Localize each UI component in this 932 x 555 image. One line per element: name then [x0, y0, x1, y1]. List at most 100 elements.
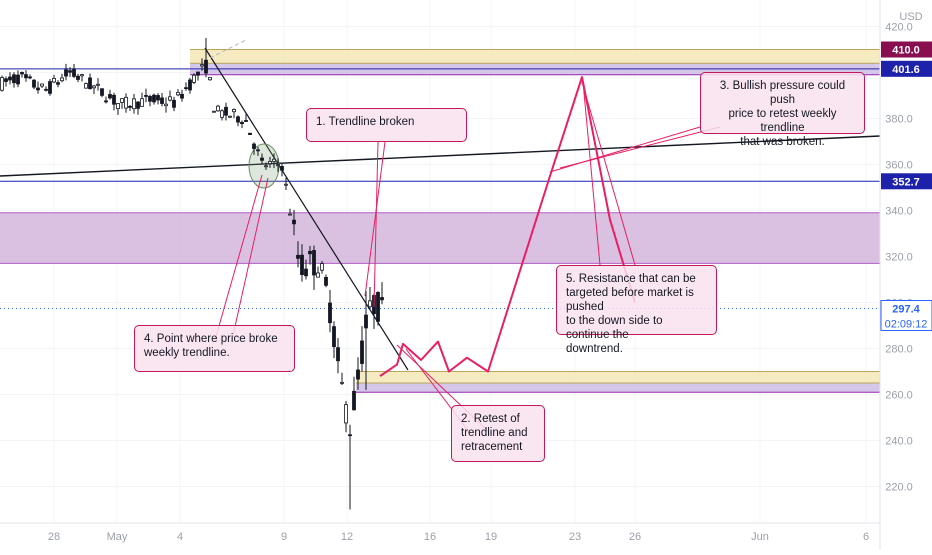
candle-body: [152, 94, 156, 103]
zone-4: [356, 383, 880, 393]
candle-body: [352, 390, 356, 411]
y-tick-label: 320.0: [885, 252, 913, 264]
candle-body: [156, 95, 160, 101]
price-label: 401.6: [892, 64, 920, 76]
candle-body: [280, 166, 284, 171]
price-label: 410.0: [892, 45, 920, 57]
candle-body: [308, 250, 312, 255]
candle-body: [256, 149, 260, 152]
x-tick-label: 12: [341, 531, 353, 543]
price-label-box: [881, 41, 932, 58]
candle-body: [288, 213, 292, 216]
candle-body: [176, 92, 180, 96]
countdown-label: 02:09:12: [885, 318, 928, 330]
candle-body: [200, 64, 204, 67]
y-tick-label: 360.0: [885, 160, 913, 172]
candle-body: [264, 165, 268, 168]
candle-body: [192, 74, 196, 83]
candle-body: [80, 74, 84, 77]
callout-pointer: [231, 177, 269, 341]
price-label-box: [881, 173, 932, 190]
candle-body: [100, 88, 104, 96]
y-tick-label: 240.0: [885, 436, 913, 448]
candle-body: [168, 96, 172, 101]
candle-body: [340, 381, 344, 384]
x-tick-label: 23: [569, 531, 581, 543]
x-tick-label: 28: [48, 531, 60, 543]
candle-body: [300, 254, 304, 276]
candle-body: [212, 110, 216, 113]
zone-3: [356, 371, 880, 383]
candle-body: [164, 103, 168, 107]
callout-pointer: [364, 141, 386, 297]
candle-body: [364, 314, 368, 329]
y-tick-label: 260.0: [885, 390, 913, 402]
candle-body: [316, 272, 320, 278]
candle-body: [272, 158, 276, 162]
candle-body: [356, 369, 360, 380]
candle-body: [76, 75, 80, 80]
note-retest: 2. Retest of trendline and retracement: [451, 405, 545, 462]
x-tick-label: 9: [281, 531, 287, 543]
y-tick-label: 280.0: [885, 344, 913, 356]
candle-body: [116, 103, 120, 109]
candle-body: [108, 94, 112, 99]
weekly-trendline: [0, 135, 881, 177]
price-label-box: [880, 299, 932, 331]
candle-body: [320, 263, 324, 271]
callout-pointer: [581, 81, 636, 266]
candle-body: [344, 404, 348, 424]
candle-body: [228, 115, 232, 118]
candle-body: [96, 83, 100, 86]
candle-body: [184, 87, 188, 90]
projected-path: [379, 76, 636, 377]
callout-pointer: [559, 126, 721, 169]
candle-body: [236, 116, 240, 123]
callout-pointer: [214, 174, 263, 341]
candle-body: [52, 78, 56, 83]
candle-body: [12, 74, 16, 84]
candle-body: [332, 326, 336, 348]
candle-body: [64, 69, 68, 77]
candle-body: [260, 157, 264, 161]
candle-body: [208, 76, 212, 81]
candle-body: [32, 79, 36, 88]
candle-body: [284, 183, 288, 186]
candle-body: [60, 77, 64, 82]
y-tick-label: 420.0: [885, 22, 913, 34]
candle-body: [172, 99, 176, 108]
currency-label: USD: [899, 11, 922, 23]
note-weekly-break: 4. Point where price broke weekly trendl…: [134, 325, 295, 372]
candle-body: [348, 434, 352, 437]
zone-0: [190, 49, 880, 64]
note-trendline-broken: 1. Trendline broken: [306, 108, 467, 142]
candle-body: [40, 83, 44, 87]
candle-body: [336, 347, 340, 362]
candle-body: [124, 96, 128, 109]
candle-body: [360, 340, 364, 364]
candle-body: [376, 292, 380, 322]
x-tick-label: Jun: [751, 531, 769, 543]
x-tick-label: 19: [485, 531, 497, 543]
y-tick-label: 340.0: [885, 206, 913, 218]
callout-pointer: [373, 141, 379, 308]
candle-body: [232, 109, 236, 113]
price-label: 297.4: [892, 303, 920, 315]
candle-body: [160, 97, 164, 104]
candle-body: [188, 79, 192, 91]
candle-body: [104, 100, 108, 103]
price-label-box: [881, 60, 932, 77]
candle-body: [196, 71, 200, 76]
candle-body: [312, 250, 316, 276]
candle-body: [128, 105, 132, 108]
y-tick-label: 220.0: [885, 482, 913, 494]
candle-body: [68, 70, 72, 73]
candle-body: [240, 121, 244, 125]
candle-body: [292, 219, 296, 225]
candle-body: [324, 276, 328, 286]
candle-body: [244, 120, 248, 122]
candle-body: [268, 161, 272, 164]
zone-2: [0, 212, 880, 264]
candle-body: [36, 87, 40, 91]
